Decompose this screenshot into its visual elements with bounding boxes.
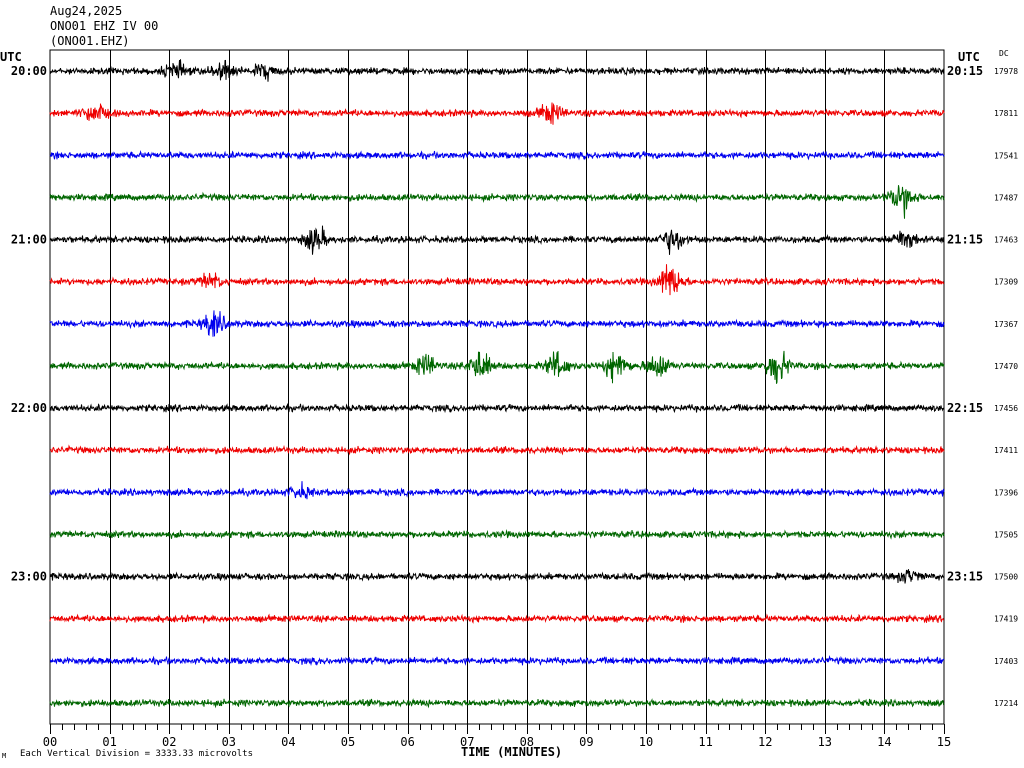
trace-line [49, 350, 945, 384]
hour-label: 23:00 [11, 570, 47, 584]
trace-line [49, 444, 945, 456]
trace-line [49, 697, 945, 709]
trace-line [49, 149, 945, 161]
dc-offset-value: 17505 [994, 530, 1018, 539]
hour-label: 21:00 [11, 233, 47, 247]
channel-id: (ONO01.EHZ) [50, 34, 130, 48]
right-time-label: 21:15 [947, 233, 983, 247]
right-time-label: 20:15 [947, 64, 983, 78]
x-tick-label: 00 [43, 735, 57, 749]
hour-label: 20:00 [11, 64, 47, 78]
x-tick-label: 06 [400, 735, 414, 749]
dc-offset-value: 17367 [994, 320, 1018, 329]
dc-offset-value: 17811 [994, 109, 1018, 118]
dc-column-label: DC [999, 49, 1009, 58]
dc-offset-value: 17500 [994, 573, 1018, 582]
trace-line [49, 185, 945, 219]
trace-line [49, 613, 945, 624]
trace-line [49, 569, 945, 584]
plot-frame [49, 49, 945, 725]
trace-group: 20:00 20:15 17978 17811 17541 17487 21:00 21:15… [11, 59, 1018, 709]
x-tick-label: 02 [162, 735, 176, 749]
dc-offset-value: 17396 [994, 488, 1018, 497]
right-time-label: 22:15 [947, 401, 983, 415]
trace-line [49, 310, 945, 337]
dc-offset-value: 17541 [994, 151, 1018, 160]
plot-grid [49, 49, 945, 725]
trace-line [49, 529, 945, 540]
dc-offset-value: 17214 [994, 699, 1018, 708]
scale-footnote: Each Vertical Division = 3333.33 microvo… [20, 749, 253, 759]
dc-offset-value: 17470 [994, 362, 1018, 371]
trace-line [49, 264, 945, 296]
corner-mark: M [2, 752, 7, 760]
x-tick-label: 13 [818, 735, 832, 749]
x-tick-label: 05 [341, 735, 355, 749]
dc-offset-value: 17403 [994, 657, 1018, 666]
utc-right-label: UTC [958, 50, 980, 64]
x-tick-label: 01 [102, 735, 116, 749]
dc-offset-value: 17309 [994, 278, 1018, 287]
trace-line [49, 225, 944, 255]
dc-offset-value: 17978 [994, 67, 1018, 76]
x-tick-label: 08 [520, 735, 534, 749]
dc-offset-value: 17456 [994, 404, 1018, 413]
trace-line [49, 59, 945, 82]
x-axis-title: TIME (MINUTES) [461, 745, 563, 759]
utc-left-label: UTC [0, 50, 22, 64]
x-tick-label: 09 [579, 735, 593, 749]
dc-offset-value: 17411 [994, 446, 1018, 455]
x-tick-label: 03 [222, 735, 236, 749]
x-tick-label: 12 [758, 735, 772, 749]
x-tick-label: 10 [639, 735, 653, 749]
trace-line [50, 402, 945, 414]
dc-offset-value: 17463 [994, 236, 1018, 245]
time-axis: 00 01 02 03 04 05 06 07 08 09 10 11 12 13 14 15 [43, 724, 951, 749]
x-tick-label: 15 [937, 735, 951, 749]
trace-line [49, 481, 945, 500]
x-tick-label: 07 [460, 735, 474, 749]
station-id: ONO01 EHZ IV 00 [50, 19, 159, 33]
trace-line [49, 102, 945, 125]
right-time-label: 23:15 [947, 570, 983, 584]
dc-offset-value: 17419 [994, 615, 1018, 624]
x-tick-label: 14 [877, 735, 891, 749]
x-tick-label: 04 [281, 735, 295, 749]
trace-line [49, 655, 945, 666]
hour-label: 22:00 [11, 401, 47, 415]
record-date: Aug24,2025 [50, 4, 123, 18]
x-tick-label: 11 [698, 735, 712, 749]
dc-offset-value: 17487 [994, 193, 1018, 202]
